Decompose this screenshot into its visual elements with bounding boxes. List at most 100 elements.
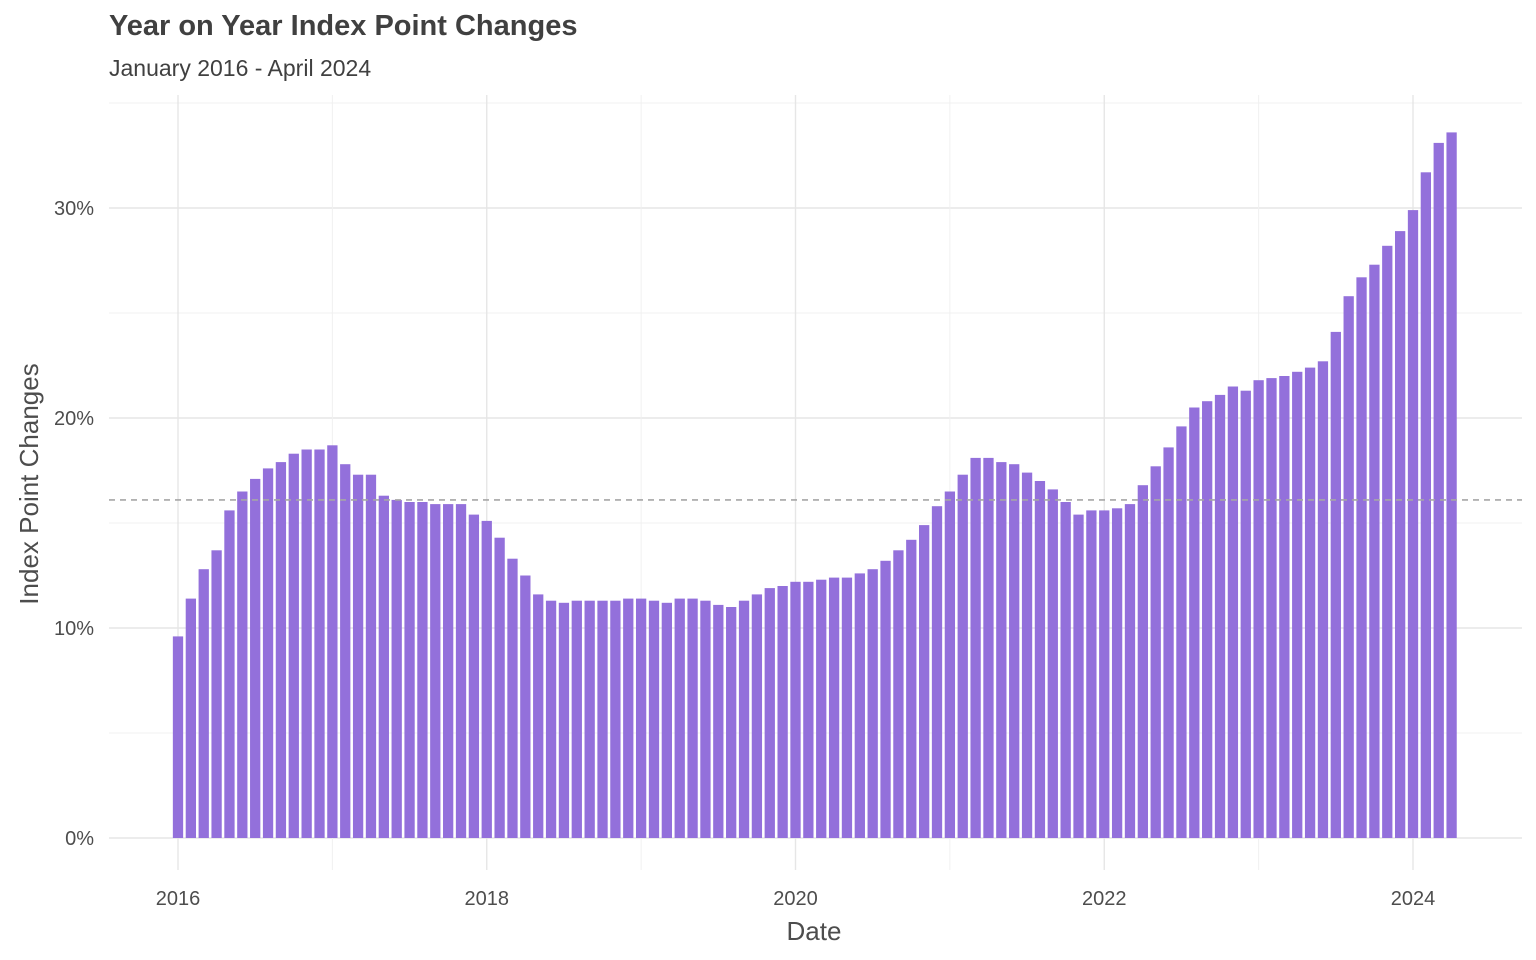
bar [224,510,235,838]
bar [443,504,454,838]
bar [185,598,197,838]
bar [584,600,595,838]
bar [635,598,647,838]
bar [970,457,981,838]
bar [314,449,325,838]
bar [1021,472,1033,838]
bar [1382,245,1393,839]
bar [623,598,634,838]
bar [790,581,801,838]
bar [520,575,531,838]
bar [597,600,608,838]
bar [1304,367,1316,838]
bar [751,594,763,838]
bar [1330,331,1341,838]
bar [468,514,480,838]
bar [674,598,685,838]
bar [1086,510,1097,838]
y-tick-label: 0% [65,828,94,850]
bar [1343,296,1354,838]
bar [1124,504,1136,838]
y-tick-label: 30% [54,198,94,220]
bar [983,457,994,838]
bar [1394,231,1406,839]
bar [906,539,917,838]
bar [237,491,248,838]
bar [172,636,184,838]
bar [533,594,544,838]
bars [172,132,1457,839]
bar [893,550,904,838]
bar [1047,489,1058,838]
bar [1073,514,1084,838]
bar [250,478,261,838]
bar [816,579,827,838]
bar [803,581,814,838]
bar [1163,447,1174,838]
bar [352,474,364,838]
bar [417,502,428,838]
bar [1253,380,1264,838]
bar [391,499,402,838]
bar [211,550,222,838]
bar [507,558,518,838]
x-tick-label: 2020 [773,888,818,910]
bar [777,586,788,838]
bar [738,600,750,838]
bar [1317,361,1329,838]
bar [828,577,840,838]
bar [327,445,338,838]
bar [931,506,943,838]
bar [1034,481,1046,838]
bar [996,462,1007,838]
bar [1240,390,1251,838]
bar [1009,464,1020,838]
x-tick-label: 2022 [1082,888,1127,910]
bar [1099,510,1110,838]
bar [700,600,711,838]
bar [1407,210,1419,839]
bar [919,525,930,838]
bar [661,602,672,838]
bar [687,598,698,838]
bar [378,495,389,838]
bar [301,449,312,838]
bar [764,588,775,838]
bar [481,520,492,838]
bar [1433,142,1444,838]
bar [944,491,956,838]
x-tick-label: 2024 [1391,888,1436,910]
y-tick-label: 10% [54,618,94,640]
bar [1150,466,1161,838]
bar [957,474,968,838]
y-axis-title: Index Point Changes [14,363,44,604]
bar [1176,426,1187,838]
bar [545,600,557,838]
bar [841,577,853,838]
bar [340,464,351,838]
bar [571,600,582,838]
axes: 0% 10% 20% 30% 2016 2018 2020 2022 2024 [54,198,1435,910]
bar [1137,485,1148,838]
bar [1189,407,1200,838]
bar [1111,508,1123,838]
bar [880,560,891,838]
chart-subtitle: January 2016 - April 2024 [109,55,372,81]
bar [275,462,287,838]
bar [1214,394,1226,838]
bar [1227,386,1239,838]
bar [854,573,865,838]
bar [1356,277,1367,838]
bar [262,468,274,838]
bar [1202,401,1213,838]
bar [558,602,570,838]
bar [1266,378,1277,838]
bar [726,607,737,838]
bar [648,600,660,838]
bar [1060,502,1071,838]
bar [713,604,724,838]
bar [610,600,621,838]
bar [365,474,377,838]
bar [288,453,299,838]
